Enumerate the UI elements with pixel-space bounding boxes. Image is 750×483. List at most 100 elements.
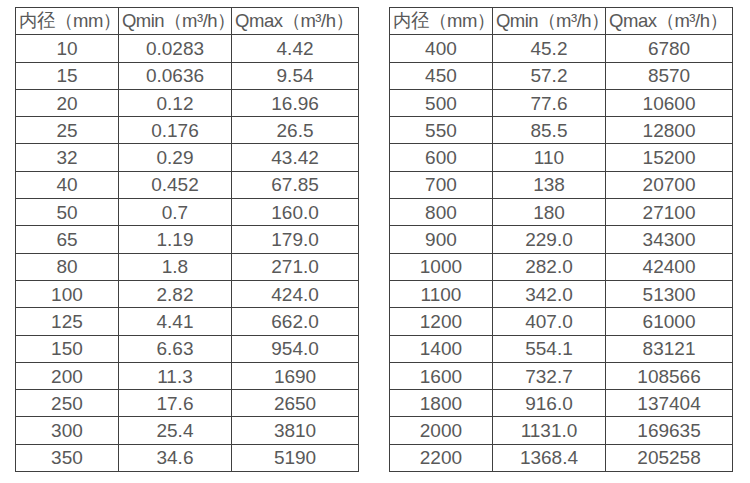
table-cell: 169635 (606, 417, 733, 444)
table-cell: 77.6 (492, 89, 605, 116)
table-cell: 85.5 (492, 117, 605, 144)
table-row: 651.19179.0 (16, 226, 359, 253)
table-cell: 2000 (390, 417, 493, 444)
table-cell: 0.7 (118, 199, 231, 226)
table-row: 35034.65190 (16, 444, 359, 471)
flow-rate-table-large-diameters: 内径（mm）Qmin（m³/h）Qmax（m³/h）40045.26780450… (389, 7, 733, 472)
table-row: 150.06369.54 (16, 62, 359, 89)
table-row: 80018027100 (390, 199, 733, 226)
table-cell: 916.0 (492, 390, 605, 417)
table-cell: 83121 (606, 335, 733, 362)
table-row: 20001131.0169635 (390, 417, 733, 444)
table-cell: 800 (390, 199, 493, 226)
table-cell: 1368.4 (492, 444, 605, 471)
table-cell: 550 (390, 117, 493, 144)
table-cell: 9.54 (232, 62, 359, 89)
table-cell: 1.19 (118, 226, 231, 253)
table-cell: 2650 (232, 390, 359, 417)
table-row: 55085.512800 (390, 117, 733, 144)
table-cell: 108566 (606, 362, 733, 389)
table-cell: 34300 (606, 226, 733, 253)
table-cell: 407.0 (492, 308, 605, 335)
table-row: 900229.034300 (390, 226, 733, 253)
table-cell: 100 (16, 280, 119, 307)
table-row: 1254.41662.0 (16, 308, 359, 335)
table-row: 1800916.0137404 (390, 390, 733, 417)
table-cell: 6.63 (118, 335, 231, 362)
table-cell: 1600 (390, 362, 493, 389)
table-row: 30025.43810 (16, 417, 359, 444)
table-cell: 1.8 (118, 253, 231, 280)
column-header: Qmax（m³/h） (606, 8, 733, 35)
table-cell: 150 (16, 335, 119, 362)
table-row: 500.7160.0 (16, 199, 359, 226)
table-cell: 4.41 (118, 308, 231, 335)
table-cell: 51300 (606, 280, 733, 307)
table-cell: 4.42 (232, 35, 359, 62)
table-cell: 0.12 (118, 89, 231, 116)
table-cell: 350 (16, 444, 119, 471)
table-cell: 424.0 (232, 280, 359, 307)
table-cell: 125 (16, 308, 119, 335)
table-cell: 137404 (606, 390, 733, 417)
table-cell: 80 (16, 253, 119, 280)
table-cell: 662.0 (232, 308, 359, 335)
table-row: 250.17626.5 (16, 117, 359, 144)
table-row: 60011015200 (390, 144, 733, 171)
table-cell: 554.1 (492, 335, 605, 362)
table-cell: 1131.0 (492, 417, 605, 444)
table-row: 22001368.4205258 (390, 444, 733, 471)
table-row: 1200407.061000 (390, 308, 733, 335)
table-cell: 25 (16, 117, 119, 144)
table-cell: 16.96 (232, 89, 359, 116)
column-header: Qmax（m³/h） (232, 8, 359, 35)
table-row: 200.1216.96 (16, 89, 359, 116)
table-cell: 40 (16, 171, 119, 198)
column-header: 内径（mm） (16, 8, 119, 35)
table-cell: 450 (390, 62, 493, 89)
table-row: 20011.31690 (16, 362, 359, 389)
table-cell: 138 (492, 171, 605, 198)
table-cell: 67.85 (232, 171, 359, 198)
table-row: 1100342.051300 (390, 280, 733, 307)
table-cell: 57.2 (492, 62, 605, 89)
table-row: 801.8271.0 (16, 253, 359, 280)
table-cell: 17.6 (118, 390, 231, 417)
table-cell: 10 (16, 35, 119, 62)
table-cell: 15200 (606, 144, 733, 171)
table-cell: 500 (390, 89, 493, 116)
table-cell: 954.0 (232, 335, 359, 362)
table-cell: 25.4 (118, 417, 231, 444)
table-cell: 6780 (606, 35, 733, 62)
table-cell: 300 (16, 417, 119, 444)
table-cell: 1690 (232, 362, 359, 389)
table-row: 1000282.042400 (390, 253, 733, 280)
table-cell: 1000 (390, 253, 493, 280)
column-header: 内径（mm） (390, 8, 493, 35)
table-cell: 27100 (606, 199, 733, 226)
table-row: 25017.62650 (16, 390, 359, 417)
table-cell: 0.29 (118, 144, 231, 171)
flow-rate-table-small-diameters: 内径（mm）Qmin（m³/h）Qmax（m³/h）100.02834.4215… (15, 7, 359, 472)
column-header: Qmin（m³/h） (492, 8, 605, 35)
table-cell: 10600 (606, 89, 733, 116)
table-cell: 1400 (390, 335, 493, 362)
table-cell: 11.3 (118, 362, 231, 389)
table-cell: 8570 (606, 62, 733, 89)
table-cell: 5190 (232, 444, 359, 471)
table-cell: 0.176 (118, 117, 231, 144)
table-cell: 0.452 (118, 171, 231, 198)
table-row: 50077.610600 (390, 89, 733, 116)
table-row: 1506.63954.0 (16, 335, 359, 362)
table-cell: 700 (390, 171, 493, 198)
table-cell: 400 (390, 35, 493, 62)
table-cell: 229.0 (492, 226, 605, 253)
table-cell: 282.0 (492, 253, 605, 280)
table-row: 1002.82424.0 (16, 280, 359, 307)
table-cell: 600 (390, 144, 493, 171)
table-cell: 34.6 (118, 444, 231, 471)
table-cell: 179.0 (232, 226, 359, 253)
table-cell: 732.7 (492, 362, 605, 389)
header-row: 内径（mm）Qmin（m³/h）Qmax（m³/h） (16, 8, 359, 35)
table-row: 45057.28570 (390, 62, 733, 89)
